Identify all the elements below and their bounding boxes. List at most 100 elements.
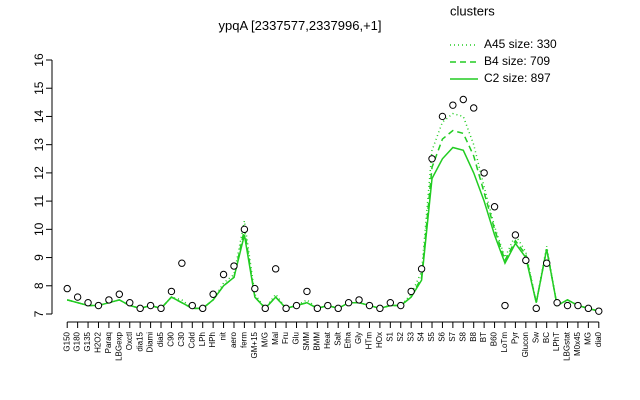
x-tick-label: MG xyxy=(583,332,592,345)
x-tick-label: LPhT xyxy=(552,332,561,351)
x-tick-label: M0x45 xyxy=(573,331,582,356)
data-point xyxy=(542,259,551,267)
x-tick-label: S8 xyxy=(458,331,467,341)
x-tick-label: aero xyxy=(229,331,238,348)
data-point xyxy=(470,104,478,112)
data-point xyxy=(595,307,603,315)
data-point xyxy=(313,304,322,313)
x-tick-label: Oxctl xyxy=(125,332,134,350)
data-point xyxy=(219,270,228,279)
data-point xyxy=(271,265,280,273)
data-point xyxy=(282,304,290,313)
data-point xyxy=(584,304,593,313)
x-tick-label: Glucon xyxy=(521,332,530,357)
y-tick-label: 13 xyxy=(32,138,46,152)
x-tick-label: Heat xyxy=(323,331,332,349)
x-tick-label: B8 xyxy=(469,331,478,341)
data-point xyxy=(146,301,155,310)
x-tick-label: BC xyxy=(542,332,551,343)
data-point xyxy=(428,155,436,163)
data-point xyxy=(553,299,561,307)
data-point xyxy=(334,304,342,313)
data-point xyxy=(449,101,457,109)
data-point xyxy=(178,259,186,267)
data-point xyxy=(292,301,301,310)
y-tick-label: 12 xyxy=(32,166,46,180)
data-point xyxy=(376,304,384,313)
data-point xyxy=(167,287,176,296)
data-point xyxy=(251,284,259,293)
data-point xyxy=(397,301,405,310)
x-tick-label: dia15 xyxy=(135,331,144,351)
x-tick-label: C30 xyxy=(177,331,186,346)
x-tick-label: S2 xyxy=(396,331,405,341)
x-tick-label: Paraq xyxy=(104,332,113,353)
x-tick-label: B60 xyxy=(490,331,499,346)
x-tick-label: G150 xyxy=(62,331,71,351)
data-point xyxy=(136,304,144,313)
data-point xyxy=(574,301,582,310)
x-tick-label: Cold xyxy=(187,332,196,348)
data-point xyxy=(386,299,395,307)
series-line xyxy=(67,129,599,312)
x-tick-label: Gly xyxy=(354,332,363,344)
y-tick-label: 16 xyxy=(32,53,46,67)
chart-title: ypqA [2337577,2337996,+1] xyxy=(218,18,381,33)
y-tick-label: 10 xyxy=(32,222,46,236)
x-tick-label: BT xyxy=(479,332,488,342)
x-tick-label: Diami xyxy=(146,332,155,353)
x-tick-label: dia0 xyxy=(594,331,603,347)
x-tick-label: C90 xyxy=(167,331,176,346)
x-tick-label: LBGstat xyxy=(563,331,572,361)
data-point xyxy=(240,225,249,234)
data-point xyxy=(63,284,71,293)
legend-label: C2 size: 897 xyxy=(484,71,551,85)
x-tick-label: LPh xyxy=(198,332,207,346)
x-tick-label: S3 xyxy=(406,331,415,341)
y-tick-label: 11 xyxy=(32,195,46,208)
x-tick-label: HTm xyxy=(365,332,374,350)
data-point xyxy=(115,290,124,298)
x-tick-label: nit xyxy=(219,331,228,340)
data-point xyxy=(522,256,530,265)
data-point xyxy=(490,203,499,211)
x-tick-label: Glu xyxy=(292,332,301,344)
data-point xyxy=(563,301,572,310)
x-tick-label: ferm xyxy=(240,332,249,348)
legend-label: A45 size: 330 xyxy=(484,37,557,51)
data-point xyxy=(199,304,207,313)
x-tick-label: BMM xyxy=(312,332,321,351)
x-tick-label: S4 xyxy=(417,331,426,341)
x-tick-label: H2O2 xyxy=(94,331,103,352)
y-tick-label: 7 xyxy=(32,310,46,317)
x-tick-label: S7 xyxy=(448,331,457,341)
data-point xyxy=(365,301,374,310)
data-point xyxy=(344,299,353,307)
x-tick-label: dia5 xyxy=(156,331,165,347)
data-point xyxy=(355,296,363,304)
y-tick-label: 8 xyxy=(32,282,46,289)
y-tick-label: 9 xyxy=(32,254,46,261)
data-point xyxy=(188,301,196,310)
data-point xyxy=(73,293,82,301)
data-point xyxy=(417,265,426,273)
x-tick-label: G180 xyxy=(73,331,82,351)
data-point xyxy=(105,296,113,304)
data-point xyxy=(459,95,467,104)
data-point xyxy=(126,299,134,307)
x-tick-label: LoTm xyxy=(500,332,509,353)
data-point xyxy=(261,304,269,313)
data-point xyxy=(157,304,165,313)
x-tick-label: HOx xyxy=(375,332,384,348)
x-tick-label: HPh xyxy=(208,332,217,348)
data-point xyxy=(438,112,447,121)
data-point xyxy=(480,169,488,177)
data-point xyxy=(501,301,509,310)
x-tick-label: S5 xyxy=(427,331,436,341)
x-tick-label: Etha xyxy=(344,331,353,348)
data-point xyxy=(230,262,238,270)
x-tick-label: Salt xyxy=(333,331,342,346)
legend-title: clusters xyxy=(450,3,495,18)
